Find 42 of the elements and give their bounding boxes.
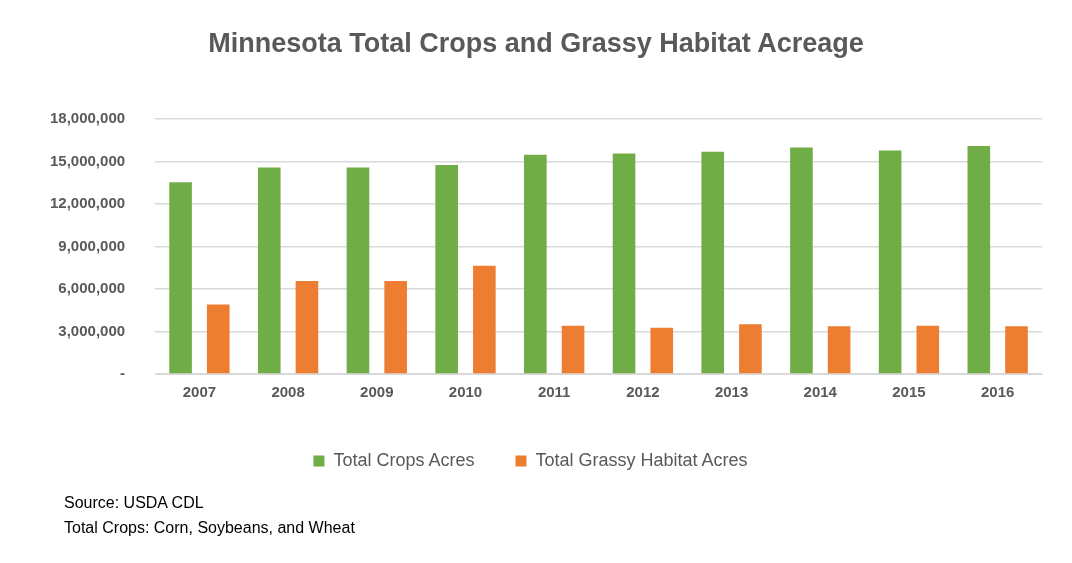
x-tick-label: 2011 — [537, 383, 571, 401]
legend-label: Total Grassy Habitat Acres — [535, 449, 748, 470]
x-tick-label: 2016 — [980, 383, 1015, 401]
x-tick-label: 2015 — [892, 383, 926, 401]
bar — [739, 324, 762, 374]
y-tick-label: 9,000,000 — [58, 236, 126, 254]
bar — [967, 145, 991, 374]
source-note: Source: USDA CDL — [64, 493, 205, 513]
x-tick-label: 2008 — [271, 383, 305, 401]
x-tick-label: 2007 — [182, 383, 217, 401]
x-tick-label: 2013 — [714, 383, 749, 401]
bar — [384, 280, 407, 374]
bar — [473, 265, 496, 374]
bar — [169, 182, 192, 374]
text: Total Crops: Corn, Soybeans, and Wheat — [64, 518, 355, 538]
bar — [206, 304, 230, 374]
bar — [878, 150, 902, 374]
y-tick-label: - — [120, 364, 126, 382]
bar — [1005, 326, 1028, 374]
bar — [790, 147, 813, 374]
bar — [435, 164, 458, 374]
bar — [295, 280, 319, 374]
bar — [346, 167, 370, 374]
bar — [561, 325, 585, 374]
y-tick-label: 6,000,000 — [58, 279, 126, 297]
chart-title: Minnesota Total Crops and Grassy Habitat Acreage — [207, 28, 865, 59]
bar — [916, 325, 940, 374]
x-tick-label: 2012 — [626, 383, 660, 401]
y-tick-label: 15,000,000 — [50, 151, 126, 169]
y-tick-label: 3,000,000 — [58, 321, 126, 339]
bar — [827, 326, 851, 374]
legend-label: Total Crops Acres — [333, 449, 475, 470]
bar — [701, 151, 725, 374]
y-tick-label: 12,000,000 — [50, 194, 126, 212]
bar — [524, 154, 547, 374]
y-tick-label: 18,000,000 — [50, 109, 126, 127]
bar — [650, 327, 674, 374]
bar — [612, 153, 636, 374]
x-tick-label: 2009 — [360, 383, 394, 401]
x-tick-label: 2010 — [448, 383, 483, 401]
x-tick-label: 2014 — [803, 383, 838, 401]
bar — [257, 167, 281, 374]
